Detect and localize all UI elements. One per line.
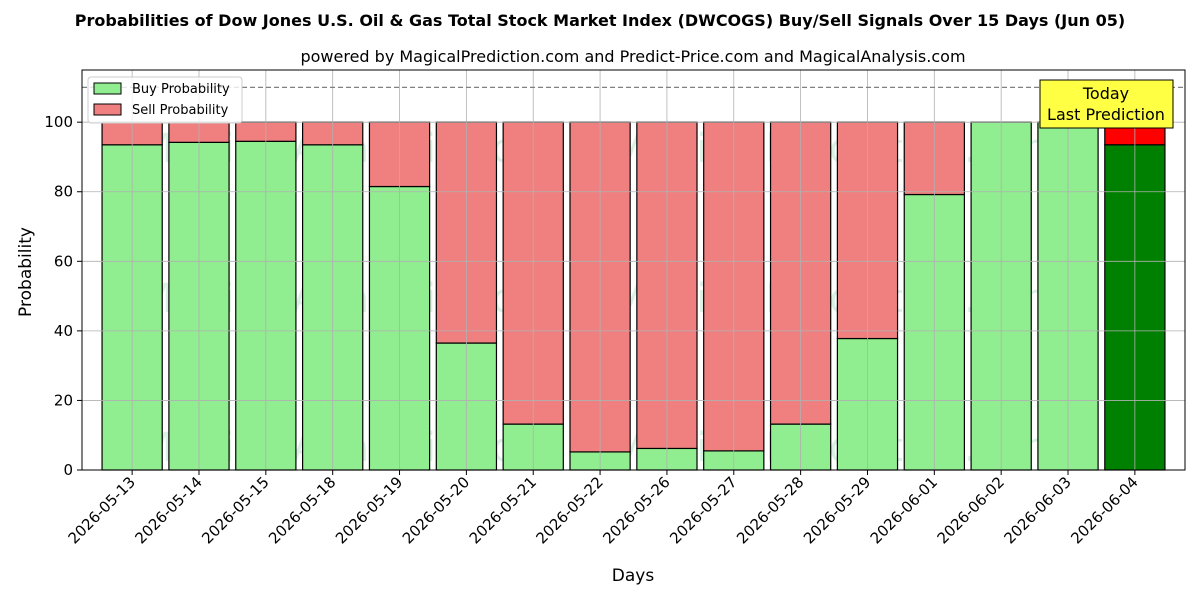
y-tick-label: 100 — [44, 113, 73, 131]
x-tick-label: 2026-06-01 — [867, 473, 941, 547]
y-tick-label: 40 — [54, 322, 73, 340]
x-tick-label: 2026-05-19 — [332, 473, 406, 547]
legend-label-sell: Sell Probability — [132, 103, 229, 118]
x-tick-label: 2026-05-13 — [65, 473, 139, 547]
legend-swatch-buy — [93, 82, 122, 95]
legend-swatch-sell — [93, 103, 122, 116]
legend-box — [87, 76, 243, 124]
x-tick-label: 2026-06-02 — [934, 473, 1008, 547]
y-tick-label: 80 — [54, 183, 73, 201]
legend-label-buy: Buy Probability — [132, 82, 230, 97]
x-axis-label: Days — [612, 566, 655, 586]
x-tick-label: 2026-05-21 — [466, 473, 540, 547]
x-tick-label: 2026-05-22 — [533, 473, 607, 547]
y-axis-label: Probability — [16, 227, 36, 317]
x-tick-label: 2026-06-03 — [1000, 473, 1074, 547]
x-tick-label: 2026-05-18 — [265, 473, 339, 547]
x-tick-label: 2026-05-20 — [399, 473, 473, 547]
x-tick-label: 2026-05-27 — [666, 473, 740, 547]
annotation-line-2: Last Prediction — [1047, 105, 1165, 124]
x-tick-label: 2026-06-04 — [1067, 473, 1141, 547]
x-tick-label: 2026-05-28 — [733, 473, 807, 547]
x-tick-label: 2026-05-14 — [131, 473, 205, 547]
annotation-line-1: Today — [1082, 84, 1129, 103]
y-tick-label: 0 — [63, 461, 73, 479]
chart-subtitle: powered by MagicalPrediction.com and Pre… — [300, 47, 965, 66]
x-tick-label: 2026-05-15 — [198, 473, 272, 547]
x-tick-label: 2026-05-29 — [800, 473, 874, 547]
plot-area: MagicalAnalysis.comMagicalPrediction.com… — [44, 69, 1186, 547]
y-tick-label: 20 — [54, 391, 73, 409]
x-tick-label: 2026-05-26 — [599, 473, 673, 547]
annotation-box — [1039, 79, 1174, 129]
plot-frame — [81, 69, 1186, 471]
chart-title: Probabilities of Dow Jones U.S. Oil & Ga… — [75, 11, 1125, 30]
y-tick-label: 60 — [54, 252, 73, 270]
